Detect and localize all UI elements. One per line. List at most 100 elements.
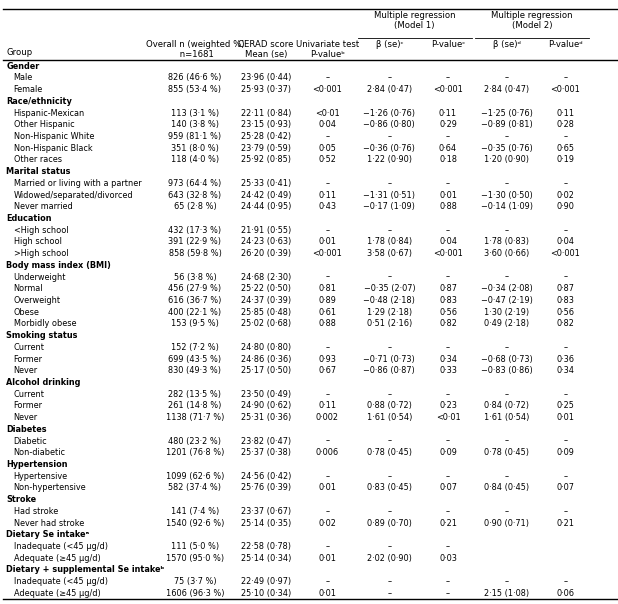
Text: 23·15 (0·93): 23·15 (0·93) (241, 120, 291, 129)
Text: 0·87: 0·87 (439, 284, 457, 294)
Text: 0·07: 0·07 (557, 483, 574, 492)
Text: 0·21: 0·21 (556, 519, 575, 527)
Text: 261 (14·8 %): 261 (14·8 %) (168, 402, 222, 410)
Text: Non-Hispanic White: Non-Hispanic White (14, 132, 94, 141)
Text: –: – (387, 343, 391, 352)
Text: –: – (505, 390, 509, 399)
Text: −1·30 (0·50): −1·30 (0·50) (481, 191, 533, 199)
Text: –: – (387, 272, 391, 281)
Text: Alcohol drinking: Alcohol drinking (6, 378, 80, 387)
Text: 282 (13·5 %): 282 (13·5 %) (169, 390, 221, 399)
Text: 1·20 (0·90): 1·20 (0·90) (485, 155, 529, 164)
Text: 456 (27·9 %): 456 (27·9 %) (169, 284, 221, 294)
Text: 24·80 (0·80): 24·80 (0·80) (241, 343, 291, 352)
Text: Inadequate (<45 μg/d): Inadequate (<45 μg/d) (14, 577, 108, 586)
Text: 0·11: 0·11 (556, 109, 575, 118)
Text: Widowed/separated/divorced: Widowed/separated/divorced (14, 191, 133, 199)
Text: –: – (387, 437, 391, 446)
Text: β (se)ᶜ: β (se)ᶜ (376, 40, 403, 49)
Text: −1·26 (0·76): −1·26 (0·76) (363, 109, 415, 118)
Text: 1138 (71·7 %): 1138 (71·7 %) (166, 413, 224, 422)
Text: −0·17 (1·09): −0·17 (1·09) (363, 202, 415, 211)
Text: Current: Current (14, 390, 44, 399)
Text: 25·33 (0·41): 25·33 (0·41) (241, 179, 291, 188)
Text: 25·14 (0·35): 25·14 (0·35) (241, 519, 291, 527)
Text: 25·22 (0·50): 25·22 (0·50) (241, 284, 291, 294)
Text: –: – (325, 577, 329, 586)
Text: 24·23 (0·63): 24·23 (0·63) (241, 237, 291, 246)
Text: –: – (325, 437, 329, 446)
Text: −0·34 (2·08): −0·34 (2·08) (481, 284, 533, 294)
Text: 152 (7·2 %): 152 (7·2 %) (171, 343, 219, 352)
Text: –: – (446, 542, 450, 551)
Text: 0·43: 0·43 (318, 202, 336, 211)
Text: <0·001: <0·001 (551, 85, 580, 94)
Text: –: – (505, 132, 509, 141)
Text: 826 (46·6 %): 826 (46·6 %) (168, 74, 222, 83)
Text: 1·78 (0·84): 1·78 (0·84) (366, 237, 412, 246)
Text: 65 (2·8 %): 65 (2·8 %) (174, 202, 216, 211)
Text: –: – (505, 272, 509, 281)
Text: Female: Female (14, 85, 43, 94)
Text: Overweight: Overweight (14, 296, 61, 305)
Text: <0·001: <0·001 (433, 85, 463, 94)
Text: Education: Education (6, 214, 52, 223)
Text: Dietary + supplemental Se intakeᵇ: Dietary + supplemental Se intakeᵇ (6, 565, 164, 574)
Text: 0·01: 0·01 (439, 191, 457, 199)
Text: 1540 (92·6 %): 1540 (92·6 %) (166, 519, 224, 527)
Text: Never: Never (14, 366, 38, 375)
Text: 25·37 (0·38): 25·37 (0·38) (241, 448, 291, 457)
Text: 1606 (96·3 %): 1606 (96·3 %) (166, 589, 224, 598)
Text: –: – (325, 179, 329, 188)
Text: –: – (505, 577, 509, 586)
Text: –: – (387, 507, 391, 516)
Text: 0·90: 0·90 (557, 202, 574, 211)
Text: –: – (387, 132, 391, 141)
Text: –: – (446, 226, 450, 235)
Text: –: – (564, 179, 567, 188)
Text: –: – (387, 472, 391, 481)
Text: 858 (59·8 %): 858 (59·8 %) (169, 249, 221, 258)
Text: 2·02 (0·90): 2·02 (0·90) (367, 554, 412, 563)
Text: 0·88: 0·88 (318, 320, 336, 329)
Text: Adequate (≥45 μg/d): Adequate (≥45 μg/d) (14, 554, 100, 563)
Text: 0·89: 0·89 (318, 296, 336, 305)
Text: <High school: <High school (14, 226, 68, 235)
Text: 0·006: 0·006 (316, 448, 339, 457)
Text: –: – (505, 507, 509, 516)
Text: 0·04: 0·04 (439, 237, 457, 246)
Text: 1·61 (0·54): 1·61 (0·54) (484, 413, 530, 422)
Text: –: – (505, 437, 509, 446)
Text: 0·67: 0·67 (318, 366, 336, 375)
Text: 0·36: 0·36 (556, 355, 575, 364)
Text: –: – (325, 542, 329, 551)
Text: –: – (387, 226, 391, 235)
Text: –: – (564, 437, 567, 446)
Text: −0·71 (0·73): −0·71 (0·73) (363, 355, 415, 364)
Text: –: – (446, 132, 450, 141)
Text: 23·96 (0·44): 23·96 (0·44) (241, 74, 291, 83)
Text: 0·89 (0·70): 0·89 (0·70) (367, 519, 412, 527)
Text: 0·04: 0·04 (318, 120, 336, 129)
Text: 0·09: 0·09 (439, 448, 457, 457)
Text: Marital status: Marital status (6, 167, 70, 176)
Text: 0·01: 0·01 (318, 589, 336, 598)
Text: 2·84 (0·47): 2·84 (0·47) (366, 85, 412, 94)
Text: 153 (9·5 %): 153 (9·5 %) (171, 320, 219, 329)
Text: –: – (325, 272, 329, 281)
Text: 1·30 (2·19): 1·30 (2·19) (484, 307, 530, 316)
Text: −0·14 (1·09): −0·14 (1·09) (481, 202, 533, 211)
Text: Race/ethnicity: Race/ethnicity (6, 97, 72, 106)
Text: 25·17 (0·50): 25·17 (0·50) (241, 366, 291, 375)
Text: 0·90 (0·71): 0·90 (0·71) (485, 519, 529, 527)
Text: Univariate test
P-valueᵇ: Univariate test P-valueᵇ (295, 40, 359, 59)
Text: –: – (387, 577, 391, 586)
Text: 0·01: 0·01 (318, 483, 336, 492)
Text: Other races: Other races (14, 155, 62, 164)
Text: 0·83 (0·45): 0·83 (0·45) (367, 483, 412, 492)
Text: –: – (387, 74, 391, 83)
Text: Hypertensive: Hypertensive (14, 472, 68, 481)
Text: –: – (325, 472, 329, 481)
Text: >High school: >High school (14, 249, 68, 258)
Text: –: – (446, 179, 450, 188)
